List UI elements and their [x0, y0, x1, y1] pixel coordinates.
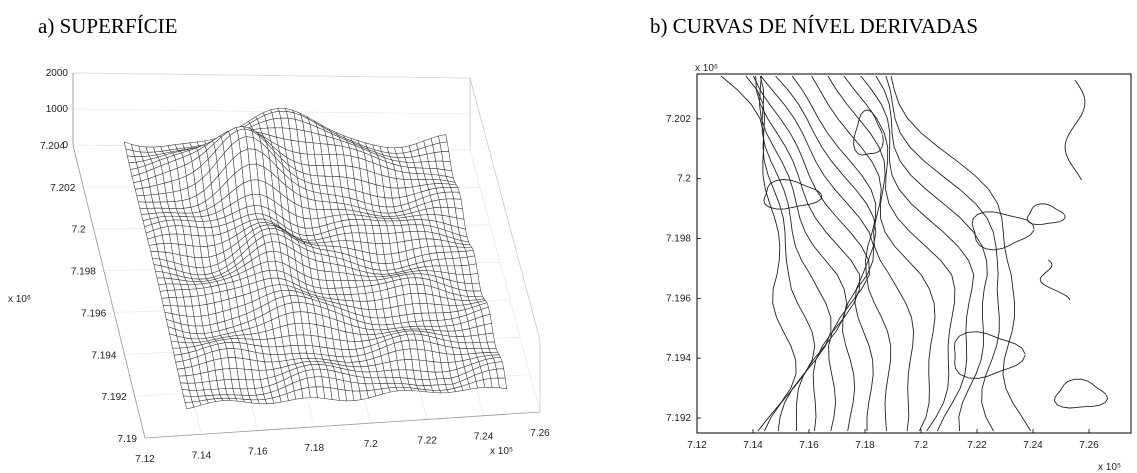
surface-cell [473, 290, 483, 297]
x-tick-label: 7.26 [530, 428, 550, 439]
x-tick-label: 7.14 [192, 450, 212, 461]
surface-cell [441, 151, 451, 163]
x-tick-label: 7.18 [855, 440, 875, 451]
y-tick-label: 7.2 [72, 225, 86, 236]
contour-line [853, 109, 884, 156]
x-multiplier-label: x 10⁵ [490, 446, 513, 457]
surface-cell [483, 323, 494, 335]
contour-line [775, 75, 877, 431]
x-tick-label: 7.2 [914, 440, 928, 451]
surface-wall-gridline [72, 72, 471, 79]
contour-line [827, 75, 936, 432]
y-multiplier-label: x 10⁶ [695, 63, 718, 74]
contour-line [759, 75, 848, 432]
surface-cell [488, 348, 498, 353]
z-tick-label: 2000 [46, 68, 69, 79]
x-tick-label: 7.16 [248, 447, 268, 458]
x-tick-label: 7.22 [417, 435, 437, 446]
surface-cell [462, 243, 473, 248]
surface-cell [471, 282, 482, 292]
z-tick-label: 1000 [46, 104, 69, 115]
contour-line [720, 75, 797, 432]
surface-cell [486, 341, 497, 349]
surface-cell [467, 255, 477, 266]
x-tick-label: 7.12 [135, 454, 155, 465]
contour-line [860, 75, 975, 432]
x-tick-label: 7.16 [799, 440, 819, 451]
contour-plot-frame [696, 73, 1132, 434]
surface-box-edge [469, 77, 541, 341]
surface-floor-gridline [469, 149, 541, 413]
x-tick-label: 7.12 [687, 440, 707, 451]
y-tick-label: 7.204 [40, 141, 65, 152]
surface-mesh [123, 107, 508, 410]
y-tick-label: 7.194 [91, 350, 116, 361]
y-tick-label: 7.19 [118, 434, 138, 445]
contour-line [890, 75, 1032, 432]
surface-cell [451, 191, 462, 200]
y-tick-label: 7.194 [666, 353, 691, 364]
surface-cell [482, 313, 492, 326]
y-tick-label: 7.202 [50, 183, 75, 194]
surface-cell [497, 377, 508, 390]
surface-cell [453, 198, 463, 210]
x-tick-label: 7.24 [474, 432, 494, 443]
contour-line [953, 331, 1026, 379]
contour-line [745, 75, 816, 432]
x-tick-label: 7.24 [1023, 440, 1043, 451]
x-tick-label: 7.14 [743, 440, 763, 451]
y-tick-label: 7.202 [666, 114, 691, 125]
panel-a-title: a) SUPERFÍCIE [38, 14, 178, 38]
y-multiplier-label: x 10⁶ [8, 294, 31, 305]
contour-line [763, 179, 823, 210]
surface-cell [494, 361, 505, 370]
x-tick-label: 7.18 [305, 443, 325, 454]
surface-cell [450, 186, 460, 193]
y-tick-label: 7.198 [666, 234, 691, 245]
panel-b-title: b) CURVAS DE NÍVEL DERIVADAS [650, 14, 979, 38]
surface-cell [496, 368, 506, 379]
contour-line [1039, 259, 1071, 301]
surface-cell [470, 273, 480, 284]
contour-line [875, 75, 988, 432]
x-tick-label: 7.26 [1079, 440, 1099, 451]
surface-plot: 0 1000 2000 7.19 7.192 7.194 7.196 7.198 7.2 7.20… [8, 68, 550, 465]
contour-line [753, 75, 870, 432]
contour-line [1064, 79, 1086, 181]
contour-line [843, 75, 956, 432]
contour-plot: 7.12 7.14 7.16 7.18 7.2 7.22 7.24 7.26 7.192 7.19… [666, 63, 1132, 473]
y-tick-label: 7.2 [677, 174, 691, 185]
surface-cell [438, 134, 448, 144]
x-axis-line [144, 411, 541, 439]
contour-line [791, 75, 892, 432]
y-tick-label: 7.192 [666, 413, 691, 424]
surface-cell [468, 263, 479, 275]
y-tick-label: 7.196 [81, 308, 106, 319]
contour-line [755, 75, 861, 432]
contour-lines [720, 75, 1108, 432]
contour-line [971, 211, 1035, 251]
contour-line [885, 75, 1000, 432]
contour-line [1026, 203, 1066, 226]
contour-line [760, 75, 875, 432]
y-tick-label: 7.196 [666, 293, 691, 304]
x-tick-label: 7.22 [967, 440, 987, 451]
y-tick-label: 7.198 [71, 267, 96, 278]
contour-line [1054, 378, 1108, 409]
y-axis-line [72, 144, 146, 439]
surface-cell [439, 141, 450, 152]
z-tick-label: 0 [62, 140, 68, 151]
y-tick-label: 7.192 [102, 392, 127, 403]
contour-line [811, 75, 915, 432]
surface-cell [485, 332, 495, 343]
x-tick-label: 7.2 [364, 439, 378, 450]
x-multiplier-label: x 10⁵ [1098, 462, 1121, 473]
